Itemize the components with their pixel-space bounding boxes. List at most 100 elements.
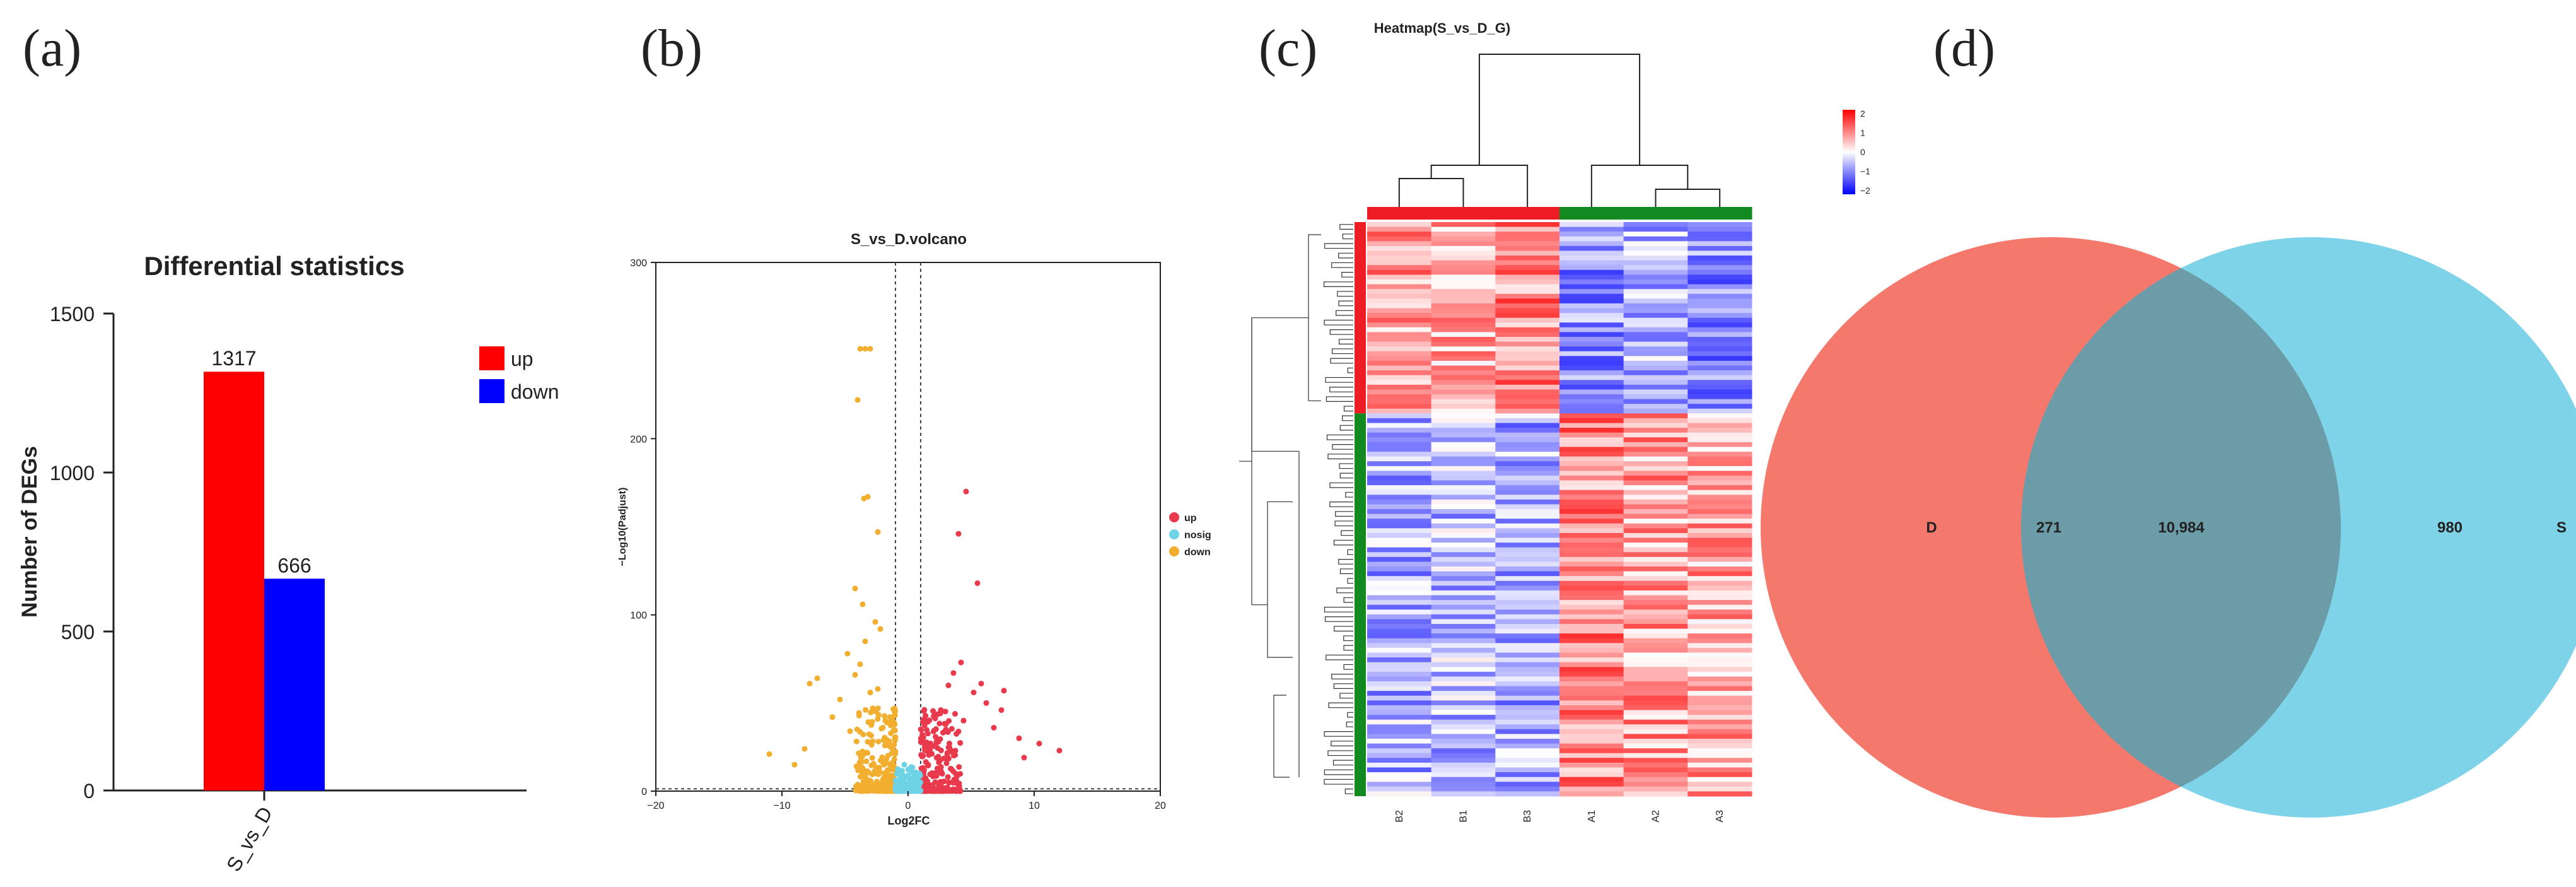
heatmap-cell (1367, 543, 1432, 548)
heatmap-cell (1687, 767, 1752, 773)
heatmap-cell (1367, 241, 1432, 247)
heatmap-cell (1559, 681, 1624, 687)
heatmap-cell (1495, 590, 1560, 596)
heatmap-cell (1495, 370, 1560, 376)
heatmap-cell (1367, 556, 1432, 562)
volcano-legend-label-nosig: nosig (1184, 530, 1211, 541)
volcano-x-axis-label: Log2FC (888, 814, 930, 827)
bar-data-label-up: 1317 (211, 347, 256, 370)
heatmap-cell (1687, 514, 1752, 519)
heatmap-cell (1431, 758, 1496, 763)
heatmap-cell (1687, 691, 1752, 696)
volcano-point (924, 731, 931, 737)
heatmap-cell (1687, 758, 1752, 763)
heatmap-cell (1431, 624, 1496, 630)
volcano-point (943, 721, 949, 727)
heatmap-cell (1687, 710, 1752, 715)
volcano-point (951, 753, 957, 759)
heatmap-cell (1431, 667, 1496, 673)
heatmap-cell (1431, 561, 1496, 567)
column-group-bar (1431, 207, 1496, 220)
heatmap-cell (1431, 241, 1496, 247)
heatmap-cell (1431, 360, 1496, 366)
heatmap-cell (1687, 590, 1752, 596)
heatmap-cell (1687, 269, 1752, 275)
volcano-point-nosig (905, 781, 911, 787)
heatmap-cell (1559, 308, 1624, 314)
heatmap-cell (1623, 265, 1688, 271)
heatmap-cell (1431, 705, 1496, 710)
heatmap-cell (1367, 729, 1432, 734)
volcano-point (952, 711, 959, 717)
heatmap-cell (1367, 418, 1432, 423)
volcano-point (860, 765, 866, 771)
heatmap-cell (1495, 365, 1560, 371)
heatmap-cell (1623, 313, 1688, 319)
heatmap-cell (1367, 341, 1432, 347)
heatmap-cell (1495, 399, 1560, 404)
heatmap-cell (1367, 317, 1432, 323)
heatmap-cell (1623, 729, 1688, 734)
heatmap-cell (1367, 437, 1432, 443)
heatmap-cell (1687, 614, 1752, 620)
heatmap-cell (1559, 753, 1624, 758)
heatmap-cell (1687, 499, 1752, 505)
volcano-point (923, 775, 929, 781)
heatmap-cell (1623, 532, 1688, 538)
heatmap-cell (1431, 614, 1496, 620)
volcano-point (941, 778, 947, 784)
heatmap-cell (1495, 432, 1560, 438)
heatmap-cell (1623, 681, 1688, 687)
heatmap-cell (1367, 604, 1432, 610)
volcano-point (856, 788, 862, 794)
heatmap-cell (1687, 384, 1752, 390)
venn-intersection (2020, 267, 2341, 787)
heatmap-cell (1495, 619, 1560, 625)
volcano-point-nosig (911, 788, 918, 794)
heatmap-cell (1431, 753, 1496, 758)
heatmap-cell (1623, 719, 1688, 725)
heatmap-cell (1495, 528, 1560, 534)
heatmap-cell (1495, 423, 1560, 428)
bar-y-tick-label: 1500 (50, 303, 95, 326)
heatmap-cell (1367, 423, 1432, 428)
volcano-title: S_vs_D.volcano (851, 231, 967, 248)
heatmap-cell (1367, 232, 1432, 237)
heatmap-cell (1559, 519, 1624, 524)
heatmap-cell (1687, 332, 1752, 338)
heatmap-cell (1559, 452, 1624, 457)
heatmap-cell (1687, 250, 1752, 256)
volcano-point (882, 786, 888, 792)
heatmap-cell (1623, 561, 1688, 567)
heatmap-cell (1431, 743, 1496, 749)
panel-label-c: (c) (1259, 19, 1318, 78)
volcano-point (942, 708, 948, 715)
heatmap-cell (1367, 777, 1432, 782)
volcano-point (875, 771, 882, 777)
heatmap-cell (1559, 432, 1624, 438)
volcano-point-nosig (918, 779, 924, 785)
heatmap-cell (1367, 332, 1432, 338)
heatmap-cell (1687, 580, 1752, 586)
heatmap-cell (1495, 375, 1560, 380)
volcano-point-down (801, 746, 808, 752)
heatmap-cell (1623, 365, 1688, 371)
heatmap-cell (1559, 786, 1624, 792)
heatmap-cell (1367, 724, 1432, 730)
volcano-point-down (872, 619, 878, 625)
heatmap-cell (1495, 346, 1560, 352)
heatmap-cell (1431, 509, 1496, 515)
heatmap-cell (1367, 394, 1432, 400)
heatmap-cell (1367, 519, 1432, 524)
volcano-point (865, 783, 871, 789)
heatmap-cell (1367, 743, 1432, 749)
volcano-point (931, 743, 938, 749)
heatmap-cell (1495, 317, 1560, 323)
volcano-point (857, 773, 863, 780)
heatmap-color-scale (1843, 110, 1855, 194)
heatmap-cell (1559, 528, 1624, 534)
heatmap-cell (1623, 643, 1688, 649)
heatmap-cell (1687, 609, 1752, 615)
heatmap-cell (1559, 313, 1624, 319)
